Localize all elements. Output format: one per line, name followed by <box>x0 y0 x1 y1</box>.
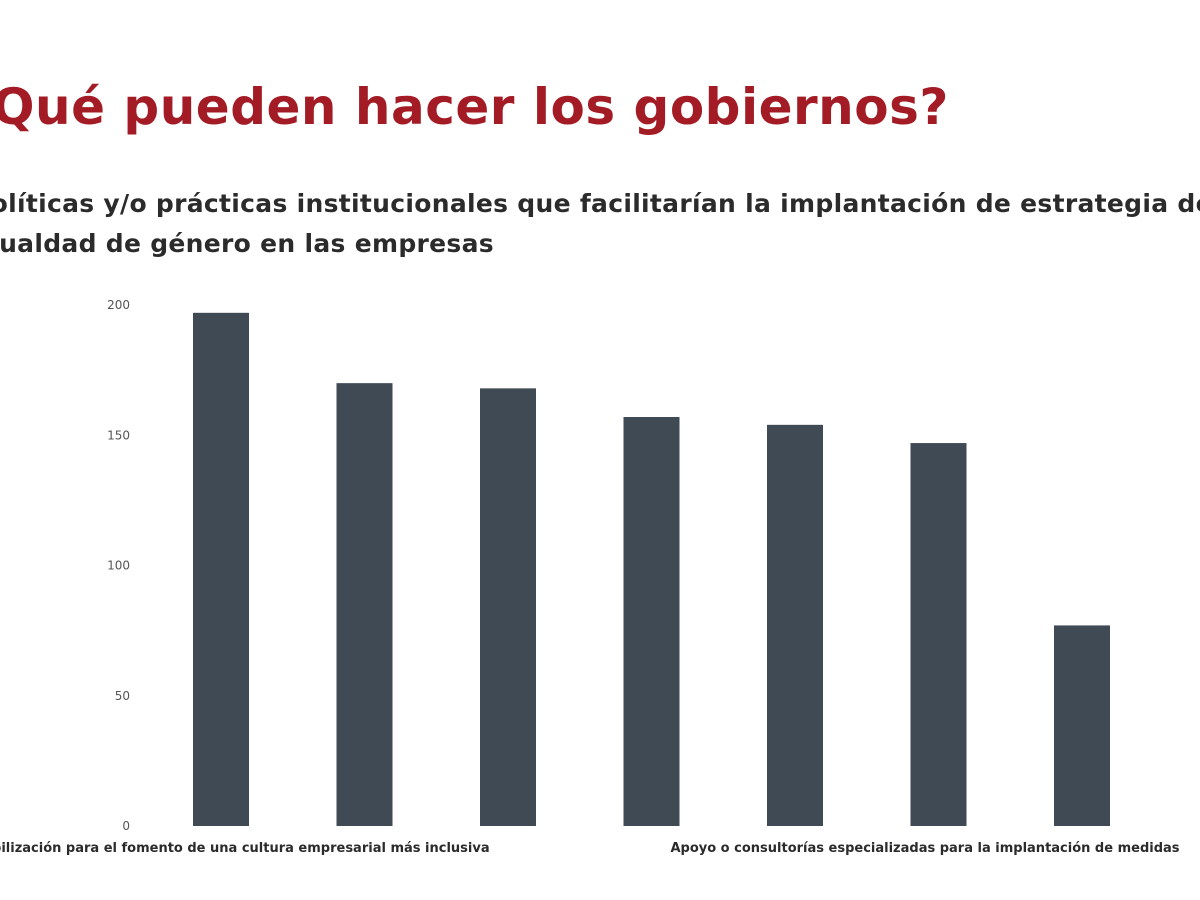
x-category-label: Apoyo o consultorías especializadas para… <box>670 841 1179 856</box>
bar <box>336 383 393 826</box>
y-tick-label: 200 <box>107 298 130 312</box>
slide-title: Qué pueden hacer los gobiernos? <box>0 78 949 136</box>
bar <box>193 312 249 826</box>
bar <box>480 388 536 826</box>
bar <box>910 443 967 826</box>
bar <box>767 424 823 826</box>
y-tick-label: 50 <box>115 689 130 703</box>
bar <box>1054 625 1110 826</box>
y-tick-label: 150 <box>107 428 130 442</box>
slide-subtitle: Políticas y/o prácticas institucionales … <box>0 189 1200 258</box>
y-tick-label: 0 <box>122 819 130 833</box>
y-tick-label: 100 <box>107 559 130 573</box>
bar <box>623 417 680 826</box>
x-axis-labels: Sensibilización para el fomento de una c… <box>0 841 1180 856</box>
x-category-label: Sensibilización para el fomento de una c… <box>0 841 490 856</box>
y-axis-ticks: 0 50 100 150 200 <box>107 298 130 833</box>
bars <box>193 312 1110 826</box>
